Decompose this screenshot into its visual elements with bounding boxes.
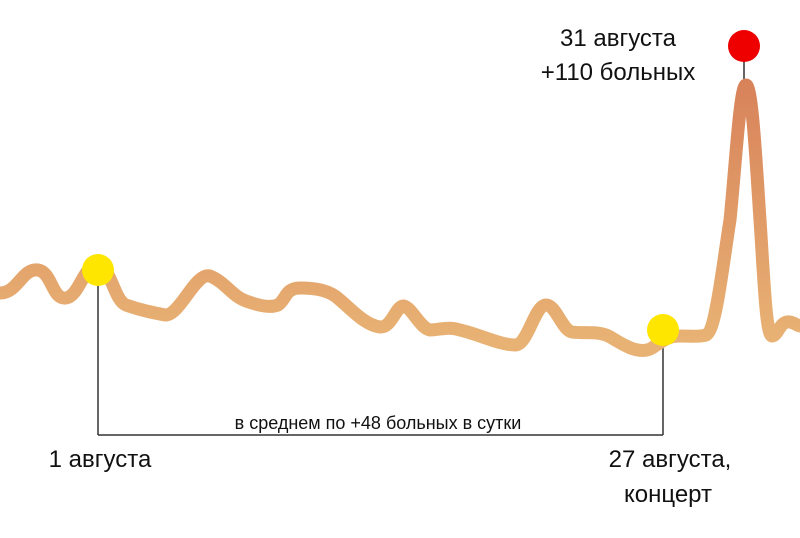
event-date-label: 27 августа, — [609, 446, 732, 473]
average-label: в среднем по +48 больных в сутки — [235, 413, 522, 433]
peak-label-cases: +110 больных — [541, 59, 696, 86]
event-marker — [647, 314, 679, 346]
peak-label-date: 31 августа — [560, 25, 677, 52]
start-date-label: 1 августа — [49, 446, 152, 473]
start-marker — [82, 254, 114, 286]
event-name-label: концерт — [624, 481, 712, 508]
cases-curve — [0, 78, 800, 357]
peak-marker — [728, 30, 760, 62]
